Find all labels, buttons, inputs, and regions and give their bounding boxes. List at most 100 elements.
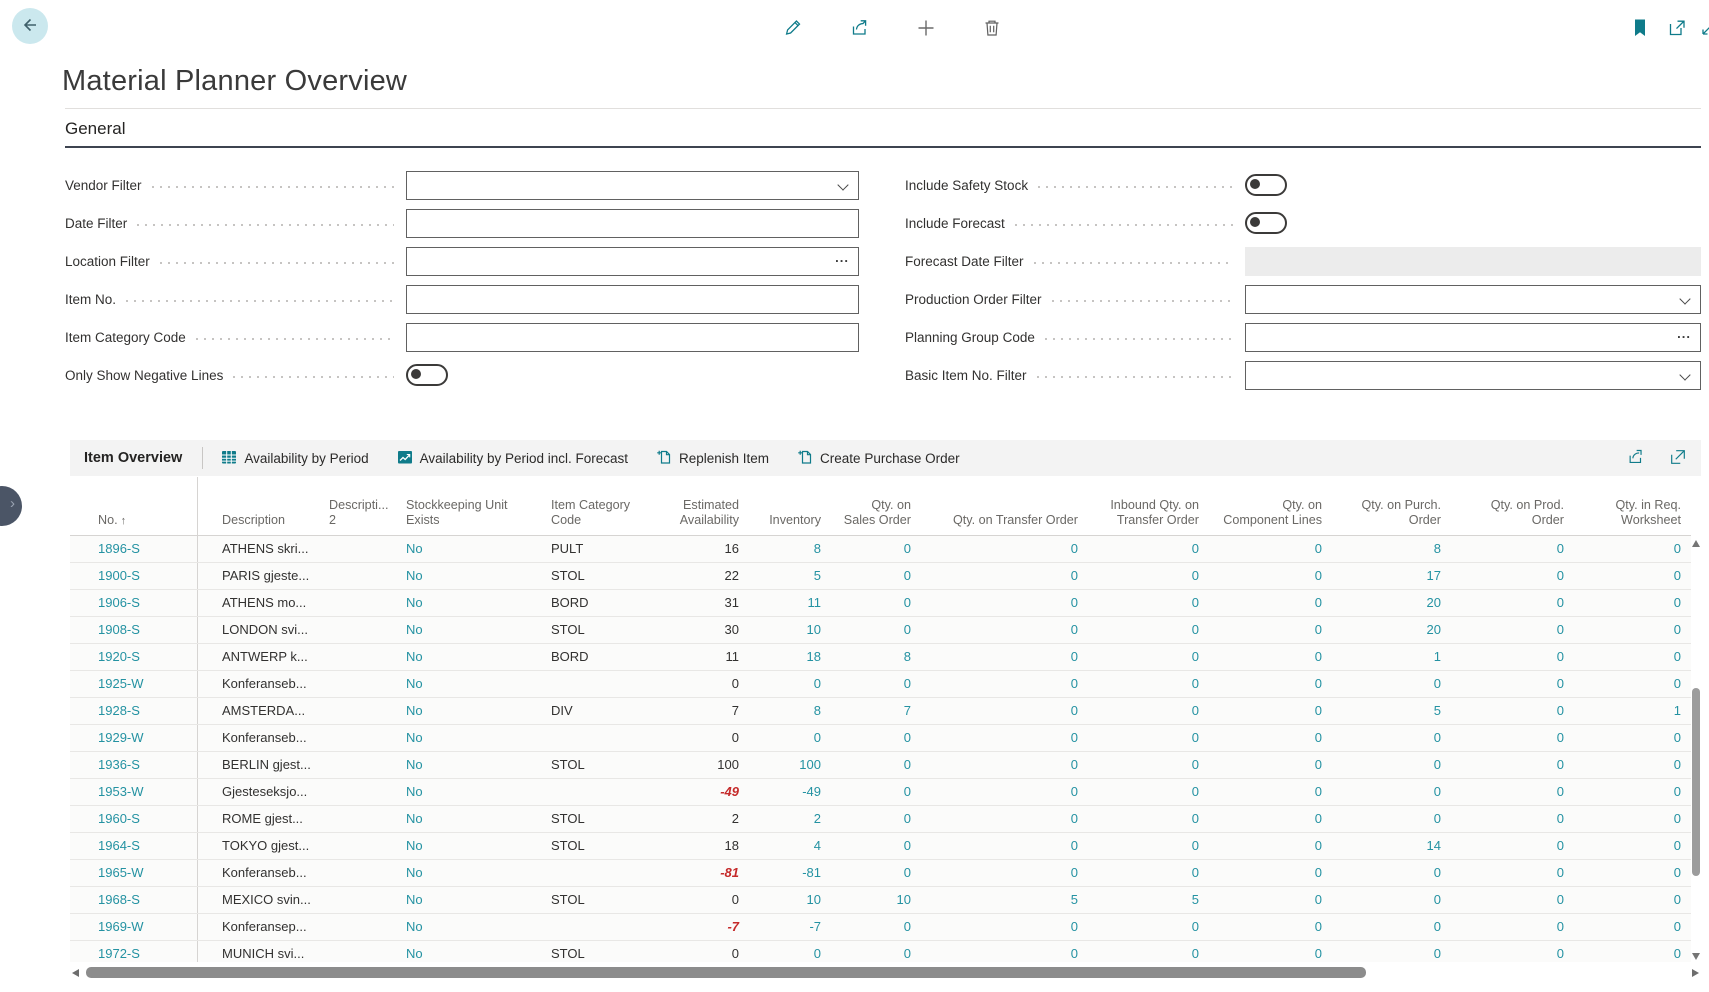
item-no-input[interactable] xyxy=(406,285,859,314)
cell-inbound-qty-on-transfer-order[interactable]: 5 xyxy=(1088,887,1209,913)
vertical-scrollbar[interactable] xyxy=(1691,540,1701,960)
horizontal-scrollbar-thumb[interactable] xyxy=(86,967,1366,978)
cell-no[interactable]: 1960-S xyxy=(70,806,198,832)
cell-stockkeeping-unit-exists[interactable]: No xyxy=(400,725,545,751)
side-panel-handle[interactable]: › xyxy=(0,486,22,526)
cell-no[interactable]: 1968-S xyxy=(70,887,198,913)
cell-stockkeeping-unit-exists[interactable]: No xyxy=(400,671,545,697)
cell-qty-on-sales-order[interactable]: 0 xyxy=(831,806,921,832)
cell-qty-on-component-lines[interactable]: 0 xyxy=(1209,563,1332,589)
cell-inventory[interactable]: -81 xyxy=(749,860,831,886)
cell-qty-in-req-worksheet[interactable]: 1 xyxy=(1574,698,1691,724)
cell-inbound-qty-on-transfer-order[interactable]: 0 xyxy=(1088,914,1209,940)
cell-inventory[interactable]: 100 xyxy=(749,752,831,778)
cell-qty-on-component-lines[interactable]: 0 xyxy=(1209,698,1332,724)
cell-qty-in-req-worksheet[interactable]: 0 xyxy=(1574,914,1691,940)
cell-qty-on-sales-order[interactable]: 0 xyxy=(831,617,921,643)
column-header-qty-on-transfer-order[interactable]: Qty. on Transfer Order xyxy=(921,477,1088,535)
cell-qty-on-prod-order[interactable]: 0 xyxy=(1451,914,1574,940)
cell-qty-on-component-lines[interactable]: 0 xyxy=(1209,671,1332,697)
scroll-down-arrow[interactable] xyxy=(1692,953,1700,960)
horizontal-scrollbar[interactable] xyxy=(70,966,1701,980)
cell-qty-on-transfer-order[interactable]: 0 xyxy=(921,752,1088,778)
scroll-up-arrow[interactable] xyxy=(1692,540,1700,547)
cell-qty-on-purch-order[interactable]: 0 xyxy=(1332,779,1451,805)
only-show-negative-lines-toggle[interactable] xyxy=(406,364,448,386)
cell-stockkeeping-unit-exists[interactable]: No xyxy=(400,698,545,724)
cell-qty-on-prod-order[interactable]: 0 xyxy=(1451,941,1574,962)
cell-qty-on-prod-order[interactable]: 0 xyxy=(1451,563,1574,589)
cell-qty-on-sales-order[interactable]: 0 xyxy=(831,860,921,886)
scroll-right-arrow[interactable] xyxy=(1692,969,1699,977)
cell-qty-on-purch-order[interactable]: 0 xyxy=(1332,941,1451,962)
replenish-item-button[interactable]: Replenish Item xyxy=(656,449,769,468)
cell-qty-on-transfer-order[interactable]: 0 xyxy=(921,563,1088,589)
column-header-description-2[interactable]: Descripti...2 xyxy=(323,477,400,535)
resize-button[interactable] xyxy=(1697,16,1709,43)
cell-stockkeeping-unit-exists[interactable]: No xyxy=(400,806,545,832)
column-header-qty-on-component-lines[interactable]: Qty. onComponent Lines xyxy=(1209,477,1332,535)
cell-inventory[interactable]: 10 xyxy=(749,887,831,913)
cell-qty-on-component-lines[interactable]: 0 xyxy=(1209,887,1332,913)
cell-qty-on-purch-order[interactable]: 0 xyxy=(1332,914,1451,940)
column-header-estimated-availability[interactable]: EstimatedAvailability xyxy=(650,477,749,535)
cell-qty-on-component-lines[interactable]: 0 xyxy=(1209,806,1332,832)
cell-no[interactable]: 1908-S xyxy=(70,617,198,643)
cell-inbound-qty-on-transfer-order[interactable]: 0 xyxy=(1088,941,1209,962)
cell-no[interactable]: 1896-S xyxy=(70,536,198,562)
cell-inbound-qty-on-transfer-order[interactable]: 0 xyxy=(1088,617,1209,643)
cell-qty-on-prod-order[interactable]: 0 xyxy=(1451,671,1574,697)
cell-qty-on-purch-order[interactable]: 17 xyxy=(1332,563,1451,589)
cell-inventory[interactable]: 8 xyxy=(749,536,831,562)
cell-qty-on-transfer-order[interactable]: 0 xyxy=(921,698,1088,724)
cell-qty-on-transfer-order[interactable]: 0 xyxy=(921,941,1088,962)
column-header-stockkeeping-unit-exists[interactable]: Stockkeeping UnitExists xyxy=(400,477,545,535)
cell-qty-on-purch-order[interactable]: 20 xyxy=(1332,590,1451,616)
cell-qty-on-sales-order[interactable]: 8 xyxy=(831,644,921,670)
cell-qty-on-transfer-order[interactable]: 0 xyxy=(921,536,1088,562)
cell-qty-on-purch-order[interactable]: 0 xyxy=(1332,725,1451,751)
cell-qty-on-component-lines[interactable]: 0 xyxy=(1209,644,1332,670)
column-header-qty-on-sales-order[interactable]: Qty. onSales Order xyxy=(831,477,921,535)
availability-by-period-incl-forecast-button[interactable]: Availability by Period incl. Forecast xyxy=(397,449,628,468)
include-safety-stock-toggle[interactable] xyxy=(1245,174,1287,196)
cell-stockkeeping-unit-exists[interactable]: No xyxy=(400,833,545,859)
cell-qty-on-prod-order[interactable]: 0 xyxy=(1451,779,1574,805)
cell-inbound-qty-on-transfer-order[interactable]: 0 xyxy=(1088,833,1209,859)
cell-qty-on-sales-order[interactable]: 0 xyxy=(831,914,921,940)
new-button[interactable] xyxy=(914,16,938,43)
cell-qty-on-prod-order[interactable]: 0 xyxy=(1451,725,1574,751)
cell-qty-in-req-worksheet[interactable]: 0 xyxy=(1574,860,1691,886)
cell-stockkeeping-unit-exists[interactable]: No xyxy=(400,563,545,589)
cell-qty-on-component-lines[interactable]: 0 xyxy=(1209,833,1332,859)
column-header-qty-on-prod-order[interactable]: Qty. on Prod.Order xyxy=(1451,477,1574,535)
date-filter-input[interactable] xyxy=(406,209,859,238)
cell-qty-in-req-worksheet[interactable]: 0 xyxy=(1574,779,1691,805)
scroll-left-arrow[interactable] xyxy=(72,969,79,977)
cell-qty-on-transfer-order[interactable]: 0 xyxy=(921,779,1088,805)
cell-qty-on-sales-order[interactable]: 0 xyxy=(831,752,921,778)
cell-qty-on-component-lines[interactable]: 0 xyxy=(1209,590,1332,616)
cell-inbound-qty-on-transfer-order[interactable]: 0 xyxy=(1088,671,1209,697)
column-header-qty-on-purch-order[interactable]: Qty. on Purch.Order xyxy=(1332,477,1451,535)
assist-edit-icon[interactable]: ... xyxy=(835,250,849,265)
section-heading-general[interactable]: General xyxy=(65,119,125,139)
cell-qty-in-req-worksheet[interactable]: 0 xyxy=(1574,806,1691,832)
cell-stockkeeping-unit-exists[interactable]: No xyxy=(400,617,545,643)
cell-inbound-qty-on-transfer-order[interactable]: 0 xyxy=(1088,563,1209,589)
cell-inventory[interactable]: 18 xyxy=(749,644,831,670)
cell-inbound-qty-on-transfer-order[interactable]: 0 xyxy=(1088,725,1209,751)
cell-qty-on-prod-order[interactable]: 0 xyxy=(1451,752,1574,778)
cell-inventory[interactable]: 10 xyxy=(749,617,831,643)
cell-qty-on-prod-order[interactable]: 0 xyxy=(1451,806,1574,832)
cell-qty-on-transfer-order[interactable]: 0 xyxy=(921,644,1088,670)
cell-qty-on-component-lines[interactable]: 0 xyxy=(1209,725,1332,751)
location-filter-input[interactable]: ... xyxy=(406,247,859,276)
cell-stockkeeping-unit-exists[interactable]: No xyxy=(400,752,545,778)
planning-group-code-input[interactable]: ... xyxy=(1245,323,1701,352)
cell-qty-on-prod-order[interactable]: 0 xyxy=(1451,833,1574,859)
cell-qty-on-purch-order[interactable]: 0 xyxy=(1332,752,1451,778)
cell-inventory[interactable]: 0 xyxy=(749,671,831,697)
edit-button[interactable] xyxy=(782,16,806,43)
cell-qty-on-sales-order[interactable]: 0 xyxy=(831,536,921,562)
